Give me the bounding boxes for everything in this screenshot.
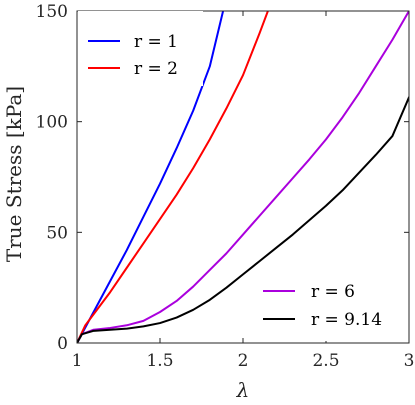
legend-label-r6: r = 6	[311, 282, 355, 302]
y-tick-label: 0	[57, 334, 68, 354]
legend-top-left: r = 1 r = 2	[78, 11, 203, 86]
x-tick-label: 1	[72, 351, 83, 371]
legend-top-box	[78, 11, 203, 86]
y-tick-label: 150	[36, 2, 68, 22]
x-tick-label: 2.5	[312, 351, 339, 371]
y-tick-label: 100	[36, 113, 68, 133]
x-axis-label: λ	[236, 378, 250, 402]
series-line-2	[77, 11, 409, 343]
series-line-1	[77, 11, 269, 343]
ticks: 1 1.5 2 2.5 3 0 50 100 150	[36, 2, 415, 371]
series-line-0	[77, 11, 225, 343]
y-tick-label: 50	[46, 223, 68, 243]
legend-bottom-box	[252, 275, 407, 341]
legend-label-r914: r = 9.14	[311, 310, 382, 330]
plot-lines	[77, 11, 409, 343]
y-axis-label: True Stress [kPa]	[2, 86, 26, 262]
x-tick-label: 3	[404, 351, 415, 371]
legend-label-r1: r = 1	[134, 32, 178, 52]
series-line-3	[77, 96, 409, 343]
legend-label-r2: r = 2	[134, 59, 178, 79]
legend-bottom-right: r = 6 r = 9.14	[252, 275, 407, 341]
x-tick-label: 1.5	[146, 351, 173, 371]
x-tick-label: 2	[238, 351, 249, 371]
